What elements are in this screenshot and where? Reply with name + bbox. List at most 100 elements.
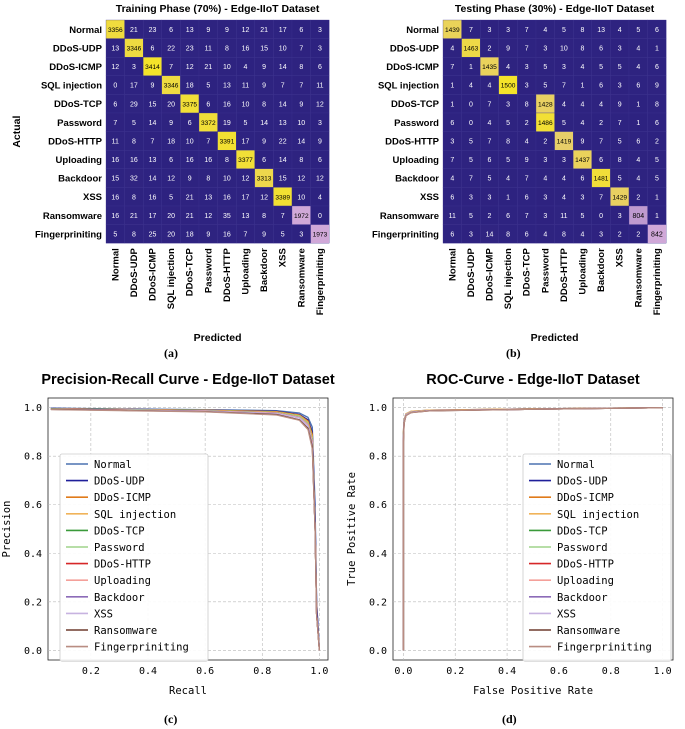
cm-cell-value: 0 (469, 101, 473, 108)
cm-col-label: DDoS-UDP (129, 248, 140, 298)
cm-cell-value: 804 (632, 213, 644, 220)
cm-cell-value: 842 (651, 232, 663, 239)
legend-item-label: Normal (557, 459, 595, 471)
cm-cell-value: 6 (450, 194, 454, 201)
cm-cell-value: 3346 (164, 83, 179, 90)
cm-cell-value: 7 (488, 139, 492, 146)
y-tick-label: 1.0 (24, 403, 42, 414)
cm-col-label: DDoS-HTTP (559, 248, 570, 302)
cm-row-label: Backdoor (395, 174, 439, 185)
cm-cell-value: 7 (469, 176, 473, 183)
cm-cell-value: 1 (655, 46, 659, 53)
cm-cell-value: 5 (506, 120, 510, 127)
y-axis-label: Precision (1, 501, 13, 558)
cm-cell-value: 1500 (501, 83, 516, 90)
panel-label-a: (a) (164, 346, 178, 360)
cm-col-label: Password (540, 248, 551, 293)
x-tick-label: 0.8 (253, 666, 271, 677)
y-tick-label: 0.4 (24, 549, 42, 560)
cm-col-label: Backdoor (259, 248, 270, 292)
cm-cell-value: 13 (223, 83, 231, 90)
cm-cell-value: 9 (262, 139, 266, 146)
cm-cell-value: 25 (149, 232, 157, 239)
cm-row-label: Uploading (393, 155, 440, 166)
cm-cell-value: 16 (223, 194, 231, 201)
cm-cell-value: 16 (111, 157, 119, 164)
cm-cell-value: 10 (186, 139, 194, 146)
cm-cell-value: 18 (167, 139, 175, 146)
cm-cell-value: 3 (543, 157, 547, 164)
legend-item-label: DDoS-ICMP (94, 492, 151, 504)
cm-cell-value: 6 (599, 157, 603, 164)
x-tick-label: 0.8 (602, 666, 620, 677)
cm-cell-value: 4 (562, 176, 566, 183)
cm-cell-value: 4 (543, 232, 547, 239)
cm-col-label: SQL injection (503, 248, 514, 309)
cm-cell-value: 4 (506, 64, 510, 71)
cm-cell-value: 5 (244, 120, 248, 127)
cm-cell-value: 3 (318, 46, 322, 53)
cm-cell-value: 3 (525, 83, 529, 90)
y-tick-label: 0.0 (369, 646, 387, 657)
cm-cell-value: 5 (655, 157, 659, 164)
cm-cell-value: 1463 (464, 46, 479, 53)
cm-cell-value: 7 (562, 83, 566, 90)
cm-cell-value: 13 (186, 27, 194, 34)
cm-cell-value: 3 (618, 46, 622, 53)
cm-cell-value: 3389 (275, 194, 290, 201)
cm-cell-value: 17 (242, 194, 250, 201)
cm-cell-value: 9 (262, 83, 266, 90)
cm-cell-value: 17 (130, 83, 138, 90)
cm-cell-value: 6 (636, 139, 640, 146)
legend-item-label: XSS (557, 608, 576, 620)
cm-cell-value: 5 (599, 64, 603, 71)
cm-xlabel: Predicted (194, 332, 242, 344)
cm-cell-value: 3 (488, 27, 492, 34)
cm-cell-value: 1419 (557, 139, 572, 146)
cm-cell-value: 6 (506, 213, 510, 220)
cm-cell-value: 6 (581, 176, 585, 183)
cm-cell-value: 4 (581, 101, 585, 108)
cm-cell-value: 1481 (594, 176, 609, 183)
cm-cell-value: 12 (186, 64, 194, 71)
cm-cell-value: 8 (132, 232, 136, 239)
cm-row-label: Fingerpriniting (35, 229, 102, 240)
cm-cell-value: 12 (242, 27, 250, 34)
cm-row-label: Fingerpriniting (372, 229, 439, 240)
cm-cell-value: 3 (469, 194, 473, 201)
cm-cell-value: 15 (279, 176, 287, 183)
cm-cell-value: 11 (242, 83, 249, 90)
cm-cell-value: 9 (262, 64, 266, 71)
cm-cell-value: 8 (506, 232, 510, 239)
cm-col-label: DDoS-UDP (466, 248, 477, 298)
cm-cell-value: 11 (112, 139, 119, 146)
cm-cell-value: 13 (242, 213, 250, 220)
legend-box (59, 453, 209, 662)
cm-cell-value: 7 (169, 64, 173, 71)
cm-cell-value: 5 (543, 83, 547, 90)
cm-cell-value: 4 (450, 46, 454, 53)
cm-row-label: SQL injection (378, 81, 439, 92)
cm-cell-value: 7 (450, 64, 454, 71)
cm-cell-value: 3 (562, 64, 566, 71)
x-axis-label: Recall (169, 685, 207, 697)
cm-cell-value: 1437 (575, 157, 590, 164)
cm-cell-value: 1 (450, 83, 454, 90)
cm-row-label: Normal (69, 25, 102, 36)
cm-cell-value: 3377 (238, 157, 253, 164)
cm-cell-value: 14 (149, 176, 157, 183)
cm-cell-value: 1 (655, 194, 659, 201)
legend-item-label: DDoS-TCP (94, 525, 145, 537)
legend-box (522, 453, 672, 662)
cm-cell-value: 5 (113, 232, 117, 239)
x-tick-label: 0.0 (394, 666, 412, 677)
cm-cell-value: 13 (204, 194, 212, 201)
cm-cell-value: 8 (581, 46, 585, 53)
cm-cell-value: 21 (204, 64, 212, 71)
cm-cell-value: 3 (618, 213, 622, 220)
x-tick-label: 1.0 (654, 666, 672, 677)
x-tick-label: 0.6 (196, 666, 214, 677)
legend-item-label: Backdoor (94, 592, 145, 604)
cm-cell-value: 12 (316, 176, 324, 183)
cm-cell-value: 15 (111, 176, 119, 183)
